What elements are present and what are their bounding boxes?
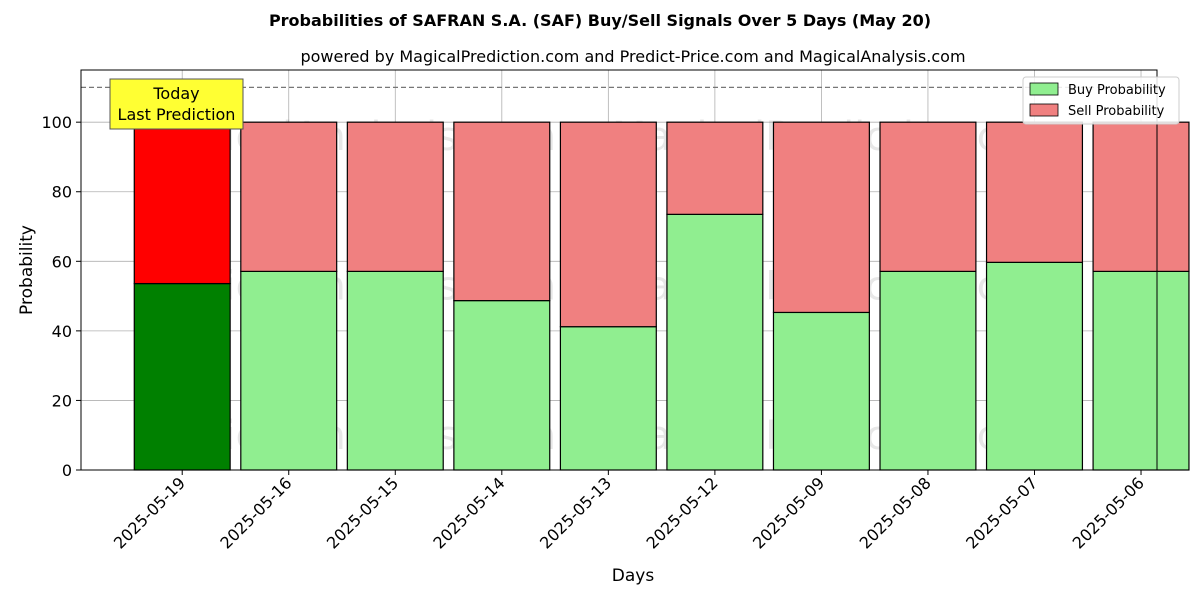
buy-bar-2025-05-14 <box>453 300 551 471</box>
buy-bar-2025-05-12 <box>666 213 764 471</box>
y-axis-label: Probability <box>17 225 37 315</box>
y-tick-label-2: 40 <box>52 322 72 341</box>
y-tick-label-0: 0 <box>62 461 72 480</box>
annotation-box <box>109 78 244 130</box>
x-tick-label-0: 2025-05-19 <box>110 473 189 552</box>
x-axis-label: Days <box>612 566 655 586</box>
x-tick-label-9: 2025-05-06 <box>1069 473 1148 552</box>
y-tick-label-1: 20 <box>52 391 72 410</box>
sell-bar-2025-05-19 <box>133 121 231 285</box>
today-annotation: Today Last Prediction <box>109 78 244 130</box>
y-tick-label-4: 80 <box>52 183 72 202</box>
legend: Buy Probability Sell Probability <box>1022 76 1180 125</box>
x-tick-label-8: 2025-05-07 <box>962 473 1041 552</box>
sell-bar-2025-05-06 <box>1092 121 1190 272</box>
sell-bar-2025-05-15 <box>346 121 444 272</box>
x-axis-ticks: 2025-05-19 2025-05-16 2025-05-15 2025-05-14… <box>110 470 1148 553</box>
x-tick-label-1: 2025-05-16 <box>216 473 295 552</box>
sell-bar-2025-05-07 <box>985 121 1084 263</box>
y-axis-ticks: 0 20 40 60 80 100 <box>41 113 81 480</box>
x-tick-label-3: 2025-05-14 <box>429 473 508 552</box>
buy-bar-2025-05-19 <box>133 282 231 471</box>
sell-bar-2025-05-13 <box>559 121 657 328</box>
annotation-line-2: Last Prediction <box>118 105 236 124</box>
sell-bar-2025-05-12 <box>666 121 764 215</box>
x-tick-label-5: 2025-05-12 <box>643 473 722 552</box>
legend-label-buy: Buy Probability <box>1068 83 1166 98</box>
x-tick-label-7: 2025-05-08 <box>856 473 935 552</box>
buy-bar-2025-05-07 <box>985 261 1084 471</box>
x-tick-label-6: 2025-05-09 <box>749 473 828 552</box>
y-tick-label-5: 100 <box>41 113 72 132</box>
y-tick-label-3: 60 <box>52 252 72 271</box>
buy-bar-2025-05-06 <box>1092 270 1190 471</box>
sell-bar-2025-05-14 <box>453 121 551 302</box>
sell-bar-2025-05-09 <box>772 121 870 314</box>
sell-bar-2025-05-08 <box>879 121 977 272</box>
x-tick-label-2: 2025-05-15 <box>323 473 402 552</box>
sell-bar-2025-05-16 <box>240 121 338 272</box>
legend-swatch-sell <box>1029 103 1059 117</box>
annotation-line-1: Today <box>152 84 199 103</box>
buy-bar-2025-05-08 <box>879 270 977 471</box>
chart-title: Probabilities of SAFRAN S.A. (SAF) Buy/S… <box>269 11 931 30</box>
x-tick-label-4: 2025-05-13 <box>536 473 615 552</box>
plot-frame <box>80 69 1158 471</box>
legend-frame <box>1022 76 1180 125</box>
buy-bar-2025-05-15 <box>346 270 444 471</box>
buy-bar-2025-05-09 <box>772 311 870 471</box>
chart-subtitle: powered by MagicalPrediction.com and Pre… <box>300 47 965 66</box>
bars <box>133 121 1190 471</box>
buy-bar-2025-05-13 <box>559 326 657 471</box>
buy-bar-2025-05-16 <box>240 270 338 471</box>
legend-label-sell: Sell Probability <box>1068 104 1165 119</box>
legend-swatch-buy <box>1029 82 1059 96</box>
